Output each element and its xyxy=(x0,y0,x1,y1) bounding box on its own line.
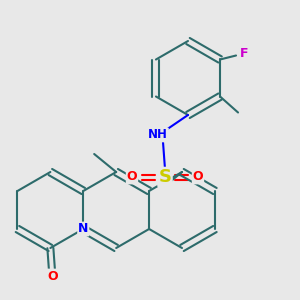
Text: NH: NH xyxy=(148,128,168,142)
Text: S: S xyxy=(158,168,172,186)
Text: F: F xyxy=(240,47,248,60)
Text: O: O xyxy=(47,269,58,283)
Text: O: O xyxy=(193,170,203,184)
Text: O: O xyxy=(127,170,137,184)
Text: N: N xyxy=(78,223,88,236)
